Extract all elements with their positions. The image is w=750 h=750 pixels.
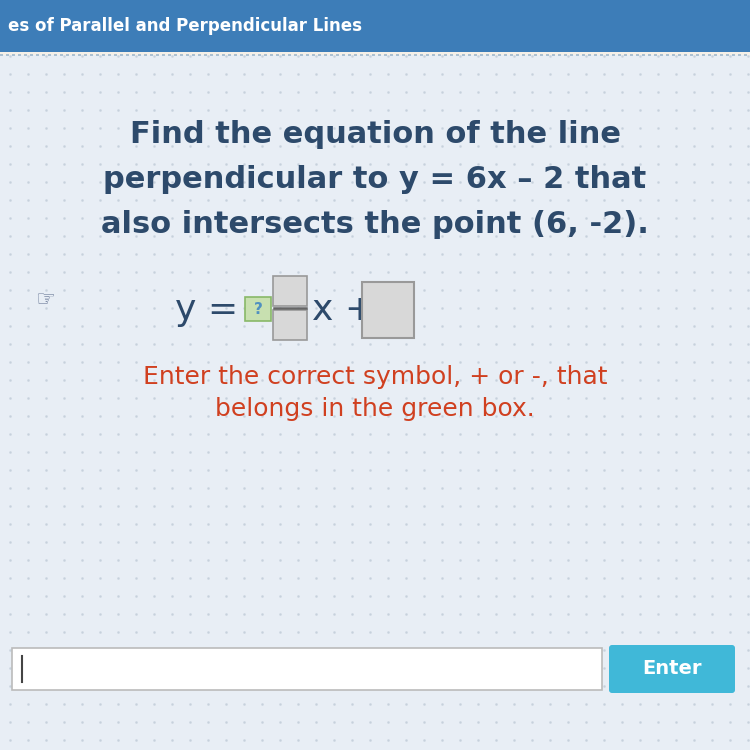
FancyBboxPatch shape — [362, 282, 414, 338]
Text: Find the equation of the line: Find the equation of the line — [130, 120, 620, 149]
Text: y =: y = — [175, 293, 250, 327]
FancyBboxPatch shape — [273, 276, 307, 306]
Text: Enter the correct symbol, + or -, that: Enter the correct symbol, + or -, that — [142, 365, 608, 389]
Text: belongs in the green box.: belongs in the green box. — [215, 397, 535, 421]
Text: ☞: ☞ — [35, 290, 55, 310]
FancyBboxPatch shape — [609, 645, 735, 693]
Bar — [0, 0, 750, 55]
FancyBboxPatch shape — [245, 297, 271, 321]
FancyBboxPatch shape — [273, 310, 307, 340]
Bar — [12, 648, 602, 690]
Bar — [0, 0, 750, 52]
Text: also intersects the point (6, -2).: also intersects the point (6, -2). — [101, 210, 649, 239]
Text: Enter: Enter — [642, 659, 702, 679]
Text: es of Parallel and Perpendicular Lines: es of Parallel and Perpendicular Lines — [8, 17, 362, 35]
Text: perpendicular to y = 6x – 2 that: perpendicular to y = 6x – 2 that — [104, 165, 646, 194]
Text: x +: x + — [312, 293, 387, 327]
Text: ?: ? — [254, 302, 262, 316]
